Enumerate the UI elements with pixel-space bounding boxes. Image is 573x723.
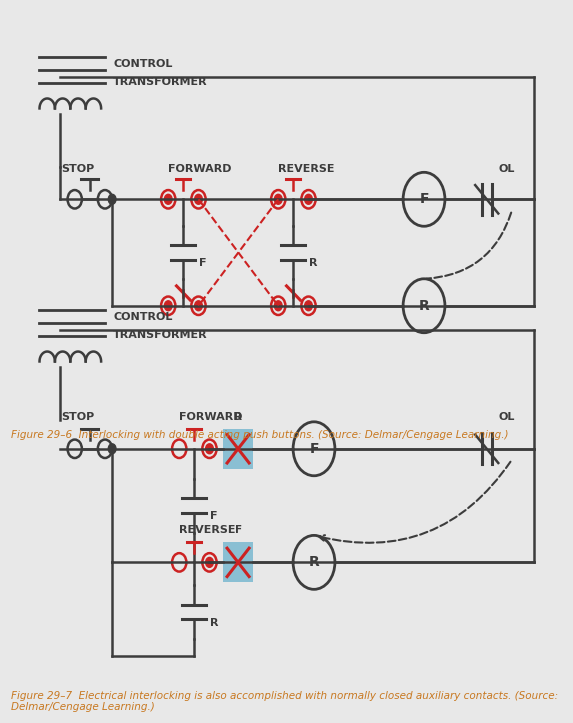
Text: F: F xyxy=(419,192,429,206)
Circle shape xyxy=(108,194,116,205)
Text: FORWARD: FORWARD xyxy=(168,164,231,174)
Circle shape xyxy=(206,557,213,568)
Text: F: F xyxy=(234,526,242,536)
Circle shape xyxy=(305,301,312,311)
Text: R: R xyxy=(234,412,242,422)
Text: R: R xyxy=(309,555,319,570)
Text: TRANSFORMER: TRANSFORMER xyxy=(113,330,208,341)
Text: TRANSFORMER: TRANSFORMER xyxy=(113,77,208,87)
Circle shape xyxy=(274,301,282,311)
Text: STOP: STOP xyxy=(61,412,94,422)
Text: STOP: STOP xyxy=(61,164,94,174)
Circle shape xyxy=(108,444,116,454)
Text: REVERSE: REVERSE xyxy=(179,526,236,536)
Circle shape xyxy=(164,194,172,205)
Text: Figure 29–6  Interlocking with double acting push buttons. (Source: Delmar/Cenga: Figure 29–6 Interlocking with double act… xyxy=(11,430,509,440)
Text: CONTROL: CONTROL xyxy=(113,59,172,69)
Text: R: R xyxy=(309,258,317,268)
Text: OL: OL xyxy=(499,412,515,422)
Text: Figure 29–7  Electrical interlocking is also accomplished with normally closed a: Figure 29–7 Electrical interlocking is a… xyxy=(11,690,559,712)
Text: F: F xyxy=(199,258,206,268)
Circle shape xyxy=(206,444,213,454)
Text: CONTROL: CONTROL xyxy=(113,312,172,322)
Circle shape xyxy=(305,194,312,205)
Circle shape xyxy=(274,194,282,205)
Text: FORWARD: FORWARD xyxy=(179,412,243,422)
Circle shape xyxy=(195,301,202,311)
Circle shape xyxy=(164,301,172,311)
Circle shape xyxy=(195,194,202,205)
Text: F: F xyxy=(309,442,319,455)
Text: F: F xyxy=(210,511,217,521)
Bar xyxy=(223,429,253,469)
Text: OL: OL xyxy=(499,164,515,174)
Text: R: R xyxy=(419,299,429,313)
Bar xyxy=(223,542,253,582)
Text: R: R xyxy=(210,617,218,628)
Text: REVERSE: REVERSE xyxy=(278,164,335,174)
